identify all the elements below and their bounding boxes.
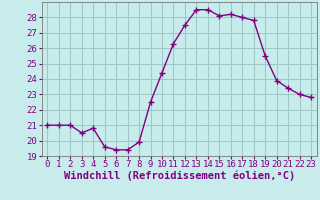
X-axis label: Windchill (Refroidissement éolien,°C): Windchill (Refroidissement éolien,°C) xyxy=(64,171,295,181)
